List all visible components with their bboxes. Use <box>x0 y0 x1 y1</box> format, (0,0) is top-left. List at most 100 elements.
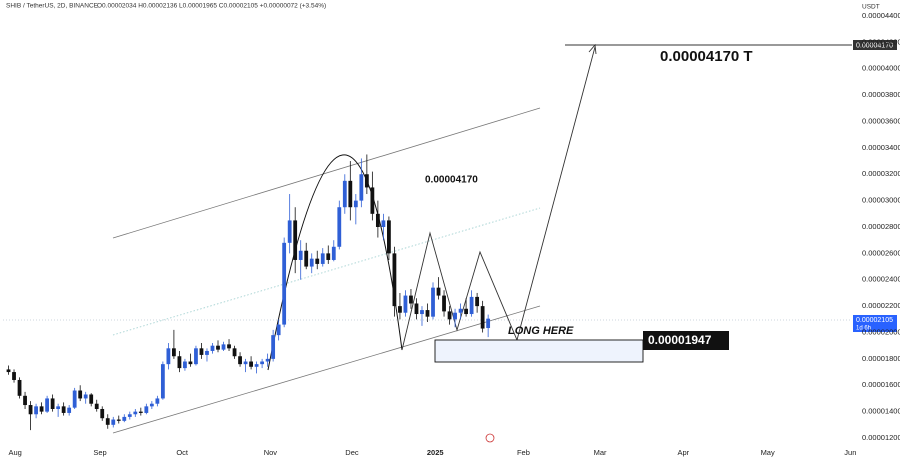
candle-body <box>315 258 320 264</box>
candle-body <box>116 419 121 421</box>
ohlc-readout: O0.00002034 H0.00002136 L0.00001965 C0.0… <box>97 3 326 10</box>
y-tick-label: 0.00002800 <box>862 222 900 231</box>
candle-body <box>177 356 182 369</box>
price-tag-box <box>853 315 897 332</box>
candle-body <box>375 213 380 227</box>
drawings <box>3 43 852 443</box>
candle-body <box>254 364 259 367</box>
candle-body <box>265 358 270 362</box>
candle-body <box>337 207 342 247</box>
y-tick-label: 0.00003200 <box>862 169 900 178</box>
entry-label: LONG HERE <box>508 325 574 337</box>
x-tick-label: 2025 <box>427 448 444 457</box>
x-tick-label: Sep <box>93 448 106 457</box>
arrow-head <box>588 43 597 55</box>
y-tick-label: 0.00001800 <box>862 354 900 363</box>
candle-body <box>464 308 468 315</box>
countdown: 1d 6h <box>856 326 871 332</box>
candle-body <box>326 253 331 260</box>
candle-body <box>166 348 171 365</box>
x-tick-label: May <box>761 448 775 457</box>
candle-body <box>138 411 143 413</box>
y-tick-label: 0.00002200 <box>862 301 900 310</box>
x-tick-label: Nov <box>264 448 278 457</box>
candle-body <box>414 303 419 315</box>
entry-price-box <box>643 331 729 350</box>
y-tick-label: 0.00002000 <box>862 327 900 336</box>
y-tick-label: 0.00001400 <box>862 407 900 416</box>
candle-body <box>431 287 435 317</box>
candle-body <box>453 312 457 320</box>
candle-body <box>144 406 149 413</box>
x-tick-label: Mar <box>594 448 607 457</box>
candle-body <box>486 318 491 329</box>
currency-label: USDT <box>862 4 880 11</box>
candle-body <box>381 220 386 227</box>
candle-body <box>442 295 446 312</box>
y-tick-label: 0.00002400 <box>862 275 900 284</box>
candle-body <box>282 242 287 325</box>
candle-body <box>34 406 38 415</box>
y-tick-label: 0.00004200 <box>862 37 900 46</box>
target-tag: 0.00004170 <box>856 42 893 49</box>
candles <box>6 154 491 431</box>
candle-body <box>78 390 83 399</box>
candle-body <box>475 296 480 307</box>
candle-body <box>425 310 430 317</box>
candle-body <box>6 369 11 373</box>
mid-label: 0.00004170 <box>425 175 478 186</box>
event-icon <box>485 433 495 443</box>
candle-body <box>221 344 226 350</box>
entry-price: 0.00001947 <box>648 333 712 347</box>
candle-body <box>469 296 474 315</box>
candle-body <box>287 220 292 243</box>
y-tick-label: 0.00001600 <box>862 380 900 389</box>
candle-body <box>210 345 215 351</box>
candle-body <box>293 220 298 260</box>
candle-body <box>304 250 309 267</box>
candle-body <box>199 348 204 355</box>
candle-body <box>387 220 391 254</box>
candle-body <box>409 295 413 304</box>
x-tick-label: Aug <box>8 448 21 457</box>
candle-body <box>320 253 325 264</box>
candle-body <box>216 345 220 350</box>
candle-body <box>160 364 165 399</box>
target-label: 0.00004170 T <box>660 48 753 65</box>
candle-body <box>67 407 72 413</box>
candle-body <box>94 403 99 409</box>
candle-body <box>17 379 22 396</box>
candle-body <box>260 361 265 365</box>
candle-body <box>392 253 397 307</box>
candle-body <box>127 414 132 417</box>
channel-mid <box>112 207 541 336</box>
candle-body <box>28 405 33 415</box>
y-tick-label: 0.00004400 <box>862 11 900 20</box>
y-tick-label: 0.00003600 <box>862 116 900 125</box>
price-tag: 0.00002105 <box>856 317 893 324</box>
channel-lower <box>112 305 541 434</box>
candle-body <box>122 416 127 421</box>
candle-body <box>331 246 336 260</box>
candle-body <box>309 258 314 267</box>
candle-body <box>89 394 94 404</box>
candle-body <box>342 180 347 208</box>
candle-body <box>155 398 160 404</box>
candle-body <box>249 361 253 367</box>
candle-body <box>348 180 353 208</box>
candle-body <box>111 419 116 425</box>
y-tick-label: 0.00003400 <box>862 143 900 152</box>
candle-body <box>50 398 55 409</box>
zigzag <box>401 46 596 351</box>
candle-body <box>243 361 248 365</box>
candle-body <box>149 403 154 407</box>
x-tick-label: Feb <box>517 448 530 457</box>
candle-body <box>83 394 88 399</box>
x-tick-label: Oct <box>176 448 189 457</box>
candle-body <box>458 308 463 313</box>
target-tag-box <box>853 40 897 50</box>
x-tick-label: Apr <box>677 448 689 457</box>
y-tick-label: 0.00003800 <box>862 90 900 99</box>
